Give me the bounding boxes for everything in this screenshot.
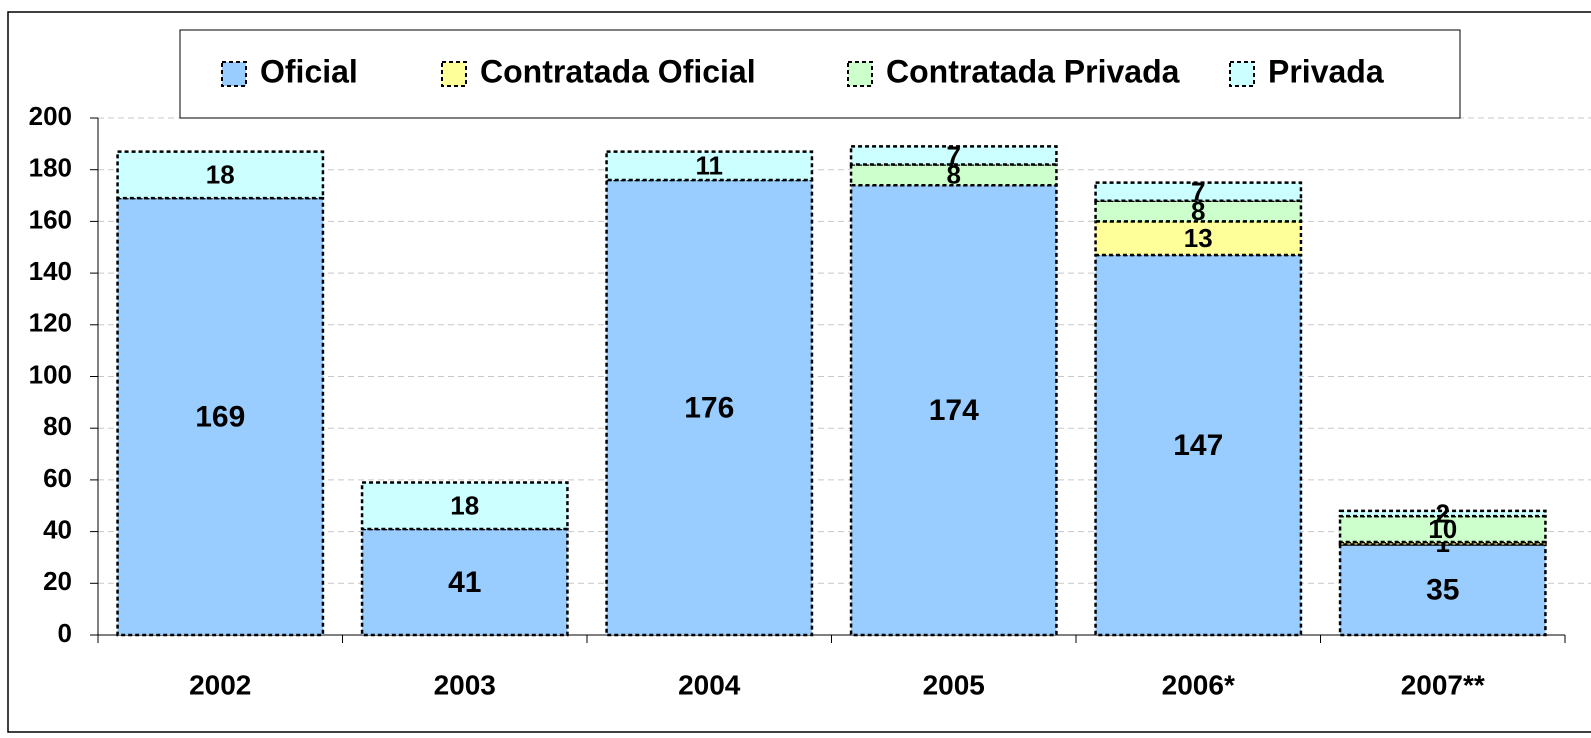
bar-segment [1338,514,1547,544]
data-label: 18 [450,491,479,521]
x-tick-label: 2005 [923,669,985,700]
data-label: 147 [1173,429,1223,462]
data-label: 10 [1428,514,1457,544]
y-tick-label: 80 [43,411,72,441]
data-label: 13 [1184,223,1213,253]
legend-swatch [221,61,247,87]
bar-segment [360,527,569,637]
bar-segment [1094,181,1303,202]
data-label: 7 [1191,177,1205,207]
bar-segment [1338,540,1547,546]
x-tick-label: 2007** [1401,669,1485,700]
legend-label: Contratada Privada [886,53,1180,89]
bar-segment [1338,543,1547,637]
bar-segment [1094,220,1303,257]
legend-label: Contratada Oficial [480,53,756,89]
data-label: 8 [1191,196,1205,226]
x-tick-label: 2002 [189,669,251,700]
legend-swatch [441,61,467,87]
y-tick-label: 160 [29,204,72,234]
bar-segment [605,150,814,182]
bar-segment [849,163,1058,187]
y-tick-label: 60 [43,463,72,493]
data-label: 176 [684,391,734,424]
y-tick-label: 140 [29,256,72,286]
y-tick-label: 0 [58,618,72,648]
data-label: 169 [195,400,245,433]
data-label: 18 [206,160,235,190]
legend-swatch [847,61,873,87]
y-tick-label: 20 [43,566,72,596]
bar-segment [360,481,569,531]
bar-segment [849,145,1058,166]
bar-segment [1338,509,1547,518]
bar-segment [116,150,325,200]
y-tick-label: 100 [29,359,72,389]
legend-label: Oficial [260,53,358,89]
y-tick-label: 180 [29,153,72,183]
bar-segment [116,196,325,637]
x-tick-label: 2003 [434,669,496,700]
y-tick-label: 120 [29,308,72,338]
bar-segment [849,183,1058,637]
bar-segment [605,178,814,637]
legend-swatch [1229,61,1255,87]
x-tick-label: 2006* [1162,669,1235,700]
bar-segment [1094,199,1303,223]
x-tick-label: 2004 [678,669,741,700]
data-label: 35 [1426,574,1459,607]
bar-segment [1094,253,1303,637]
data-label: 11 [696,151,724,181]
data-label: 41 [448,566,481,599]
y-tick-label: 40 [43,514,72,544]
legend-label: Privada [1268,53,1384,89]
data-label: 2 [1436,498,1450,528]
data-label: 7 [947,140,961,170]
y-tick-label: 200 [29,101,72,131]
data-label: 8 [947,160,961,190]
data-label: 174 [929,394,979,427]
